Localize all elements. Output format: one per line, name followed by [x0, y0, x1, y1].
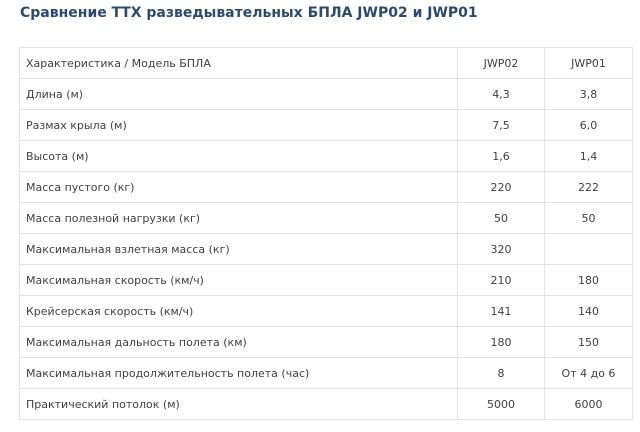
table-header-row: Характеристика / Модель БПЛА JWP02 JWP01: [19, 47, 633, 79]
comparison-table: Характеристика / Модель БПЛА JWP02 JWP01…: [19, 47, 633, 420]
jwp02-value: 320: [457, 233, 545, 265]
row-label: Высота (м): [19, 140, 458, 172]
jwp01-value: 6000: [544, 388, 633, 420]
jwp02-value: 210: [457, 264, 545, 296]
jwp02-value: 141: [457, 295, 545, 327]
table-row: Длина (м) 4,3 3,8: [19, 78, 633, 110]
header-cell-jwp02: JWP02: [457, 47, 545, 79]
jwp01-value: [544, 233, 633, 265]
row-label: Максимальная скорость (км/ч): [19, 264, 458, 296]
header-cell-characteristic: Характеристика / Модель БПЛА: [19, 47, 458, 79]
table-row: Масса полезной нагрузки (кг) 50 50: [19, 202, 633, 234]
table-row: Крейсерская скорость (км/ч) 141 140: [19, 295, 633, 327]
jwp02-value: 50: [457, 202, 545, 234]
jwp02-value: 5000: [457, 388, 545, 420]
jwp02-value: 4,3: [457, 78, 545, 110]
table-row: Масса пустого (кг) 220 222: [19, 171, 633, 203]
jwp01-value: 50: [544, 202, 633, 234]
row-label: Крейсерская скорость (км/ч): [19, 295, 458, 327]
jwp02-value: 8: [457, 357, 545, 389]
row-label: Масса пустого (кг): [19, 171, 458, 203]
jwp01-value: От 4 до 6: [544, 357, 633, 389]
table-row: Максимальная скорость (км/ч) 210 180: [19, 264, 633, 296]
row-label: Максимальная продолжительность полета (ч…: [19, 357, 458, 389]
row-label: Практический потолок (м): [19, 388, 458, 420]
jwp02-value: 7,5: [457, 109, 545, 141]
table-row: Максимальная продолжительность полета (ч…: [19, 357, 633, 389]
jwp02-value: 1,6: [457, 140, 545, 172]
jwp01-value: 3,8: [544, 78, 633, 110]
table-row: Высота (м) 1,6 1,4: [19, 140, 633, 172]
jwp02-value: 180: [457, 326, 545, 358]
jwp01-value: 222: [544, 171, 633, 203]
jwp01-value: 6,0: [544, 109, 633, 141]
jwp01-value: 1,4: [544, 140, 633, 172]
row-label: Масса полезной нагрузки (кг): [19, 202, 458, 234]
jwp01-value: 140: [544, 295, 633, 327]
row-label: Максимальная взлетная масса (кг): [19, 233, 458, 265]
jwp01-value: 150: [544, 326, 633, 358]
table-row: Максимальная взлетная масса (кг) 320: [19, 233, 633, 265]
row-label: Размах крыла (м): [19, 109, 458, 141]
row-label: Максимальная дальность полета (км): [19, 326, 458, 358]
table-row: Размах крыла (м) 7,5 6,0: [19, 109, 633, 141]
jwp01-value: 180: [544, 264, 633, 296]
page-title: Сравнение ТТХ разведывательных БПЛА JWP0…: [20, 5, 478, 21]
table-row: Практический потолок (м) 5000 6000: [19, 388, 633, 420]
header-cell-jwp01: JWP01: [544, 47, 633, 79]
row-label: Длина (м): [19, 78, 458, 110]
table-row: Максимальная дальность полета (км) 180 1…: [19, 326, 633, 358]
jwp02-value: 220: [457, 171, 545, 203]
